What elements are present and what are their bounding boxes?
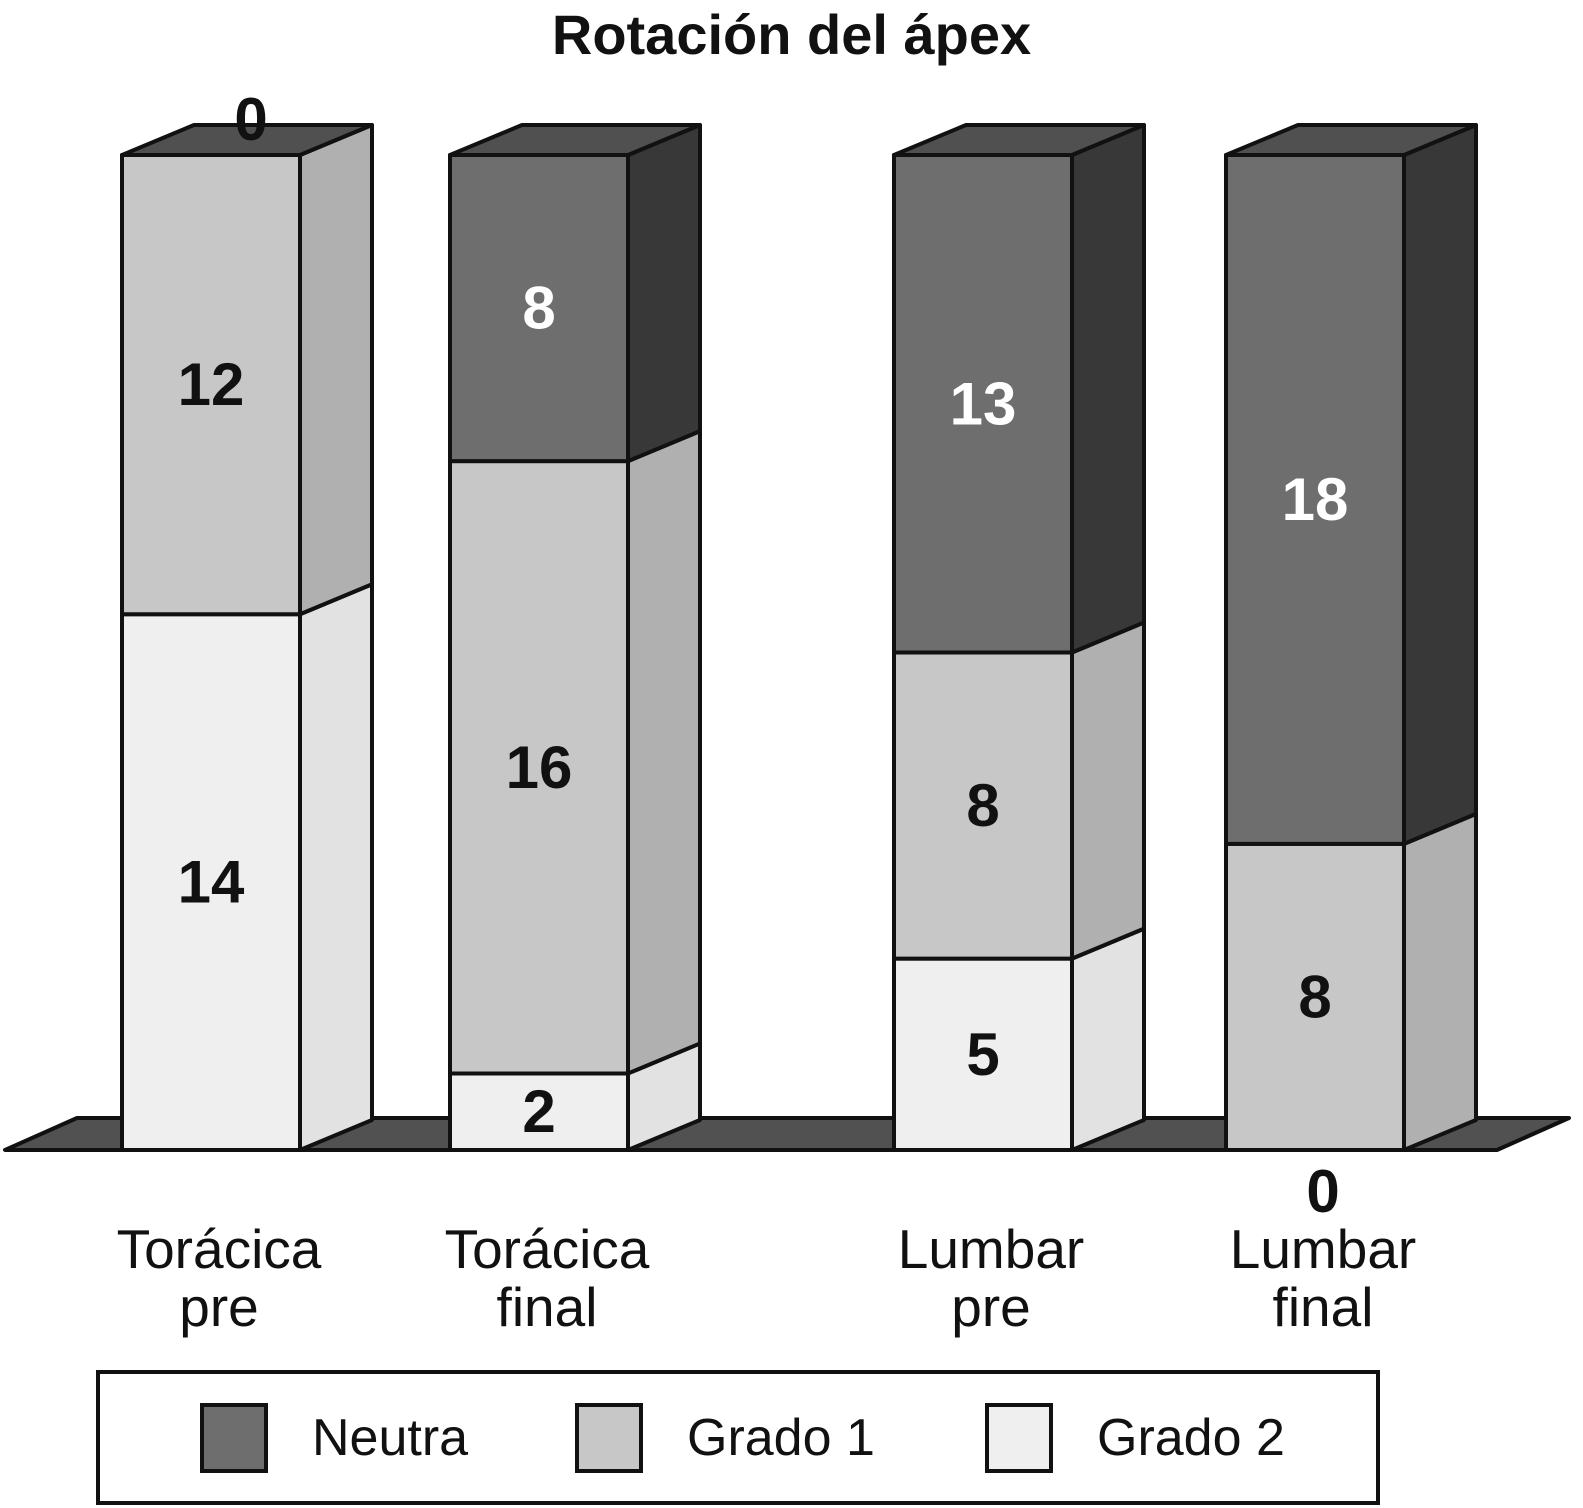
- bar-segment-side: [1402, 123, 1478, 846]
- legend-item-grado2: Grado 2: [985, 1402, 1285, 1473]
- value-label: 8: [966, 772, 999, 839]
- bar-top-face: [1224, 123, 1478, 157]
- value-label: 16: [506, 734, 573, 801]
- value-label: 2: [522, 1078, 555, 1145]
- value-label: 12: [178, 351, 245, 418]
- legend-label-neutra: Neutra: [312, 1408, 469, 1467]
- value-label: 8: [522, 275, 555, 342]
- bar-top-face: [892, 123, 1146, 157]
- bar-segment-side: [1070, 620, 1146, 961]
- value-label: 8: [1298, 963, 1331, 1030]
- legend-swatch-neutra: [200, 1402, 268, 1473]
- legend-label-grado2: Grado 2: [1097, 1408, 1285, 1467]
- value-label: 18: [1282, 466, 1349, 533]
- bar-segment-side: [1070, 926, 1146, 1152]
- bar-top-face: [448, 123, 702, 157]
- category-label: Lumbar: [1230, 1218, 1416, 1280]
- bar-segment-side: [298, 582, 374, 1152]
- category-label: final: [1273, 1276, 1374, 1338]
- category-label: pre: [951, 1276, 1031, 1338]
- category-label: Lumbar: [898, 1218, 1084, 1280]
- legend-item-grado1: Grado 1: [575, 1402, 875, 1473]
- category-label: final: [497, 1276, 598, 1338]
- category-label: pre: [179, 1276, 259, 1338]
- legend-item-neutra: Neutra: [200, 1402, 469, 1473]
- category-label: Torácica: [445, 1218, 650, 1280]
- bar-segment-side: [626, 429, 702, 1076]
- bar-segment-side: [298, 123, 374, 617]
- bar-segment-side: [626, 123, 702, 464]
- category-label: Torácica: [117, 1218, 322, 1280]
- value-label: 5: [966, 1021, 999, 1088]
- zero-label-above: 0: [234, 86, 267, 153]
- bar-segment-side: [1402, 811, 1478, 1152]
- zero-label-below: 0: [1306, 1158, 1339, 1225]
- legend-label-grado1: Grado 1: [687, 1408, 875, 1467]
- bar-top-face: [120, 123, 374, 157]
- value-label: 14: [178, 849, 245, 916]
- legend-swatch-grado1: [575, 1402, 643, 1473]
- value-label: 13: [950, 370, 1017, 437]
- bar-segment-side: [1070, 123, 1146, 655]
- legend: Neutra Grado 1 Grado 2: [96, 1370, 1380, 1505]
- chart-title: Rotación del ápex: [551, 3, 1032, 66]
- legend-swatch-grado2: [985, 1402, 1053, 1473]
